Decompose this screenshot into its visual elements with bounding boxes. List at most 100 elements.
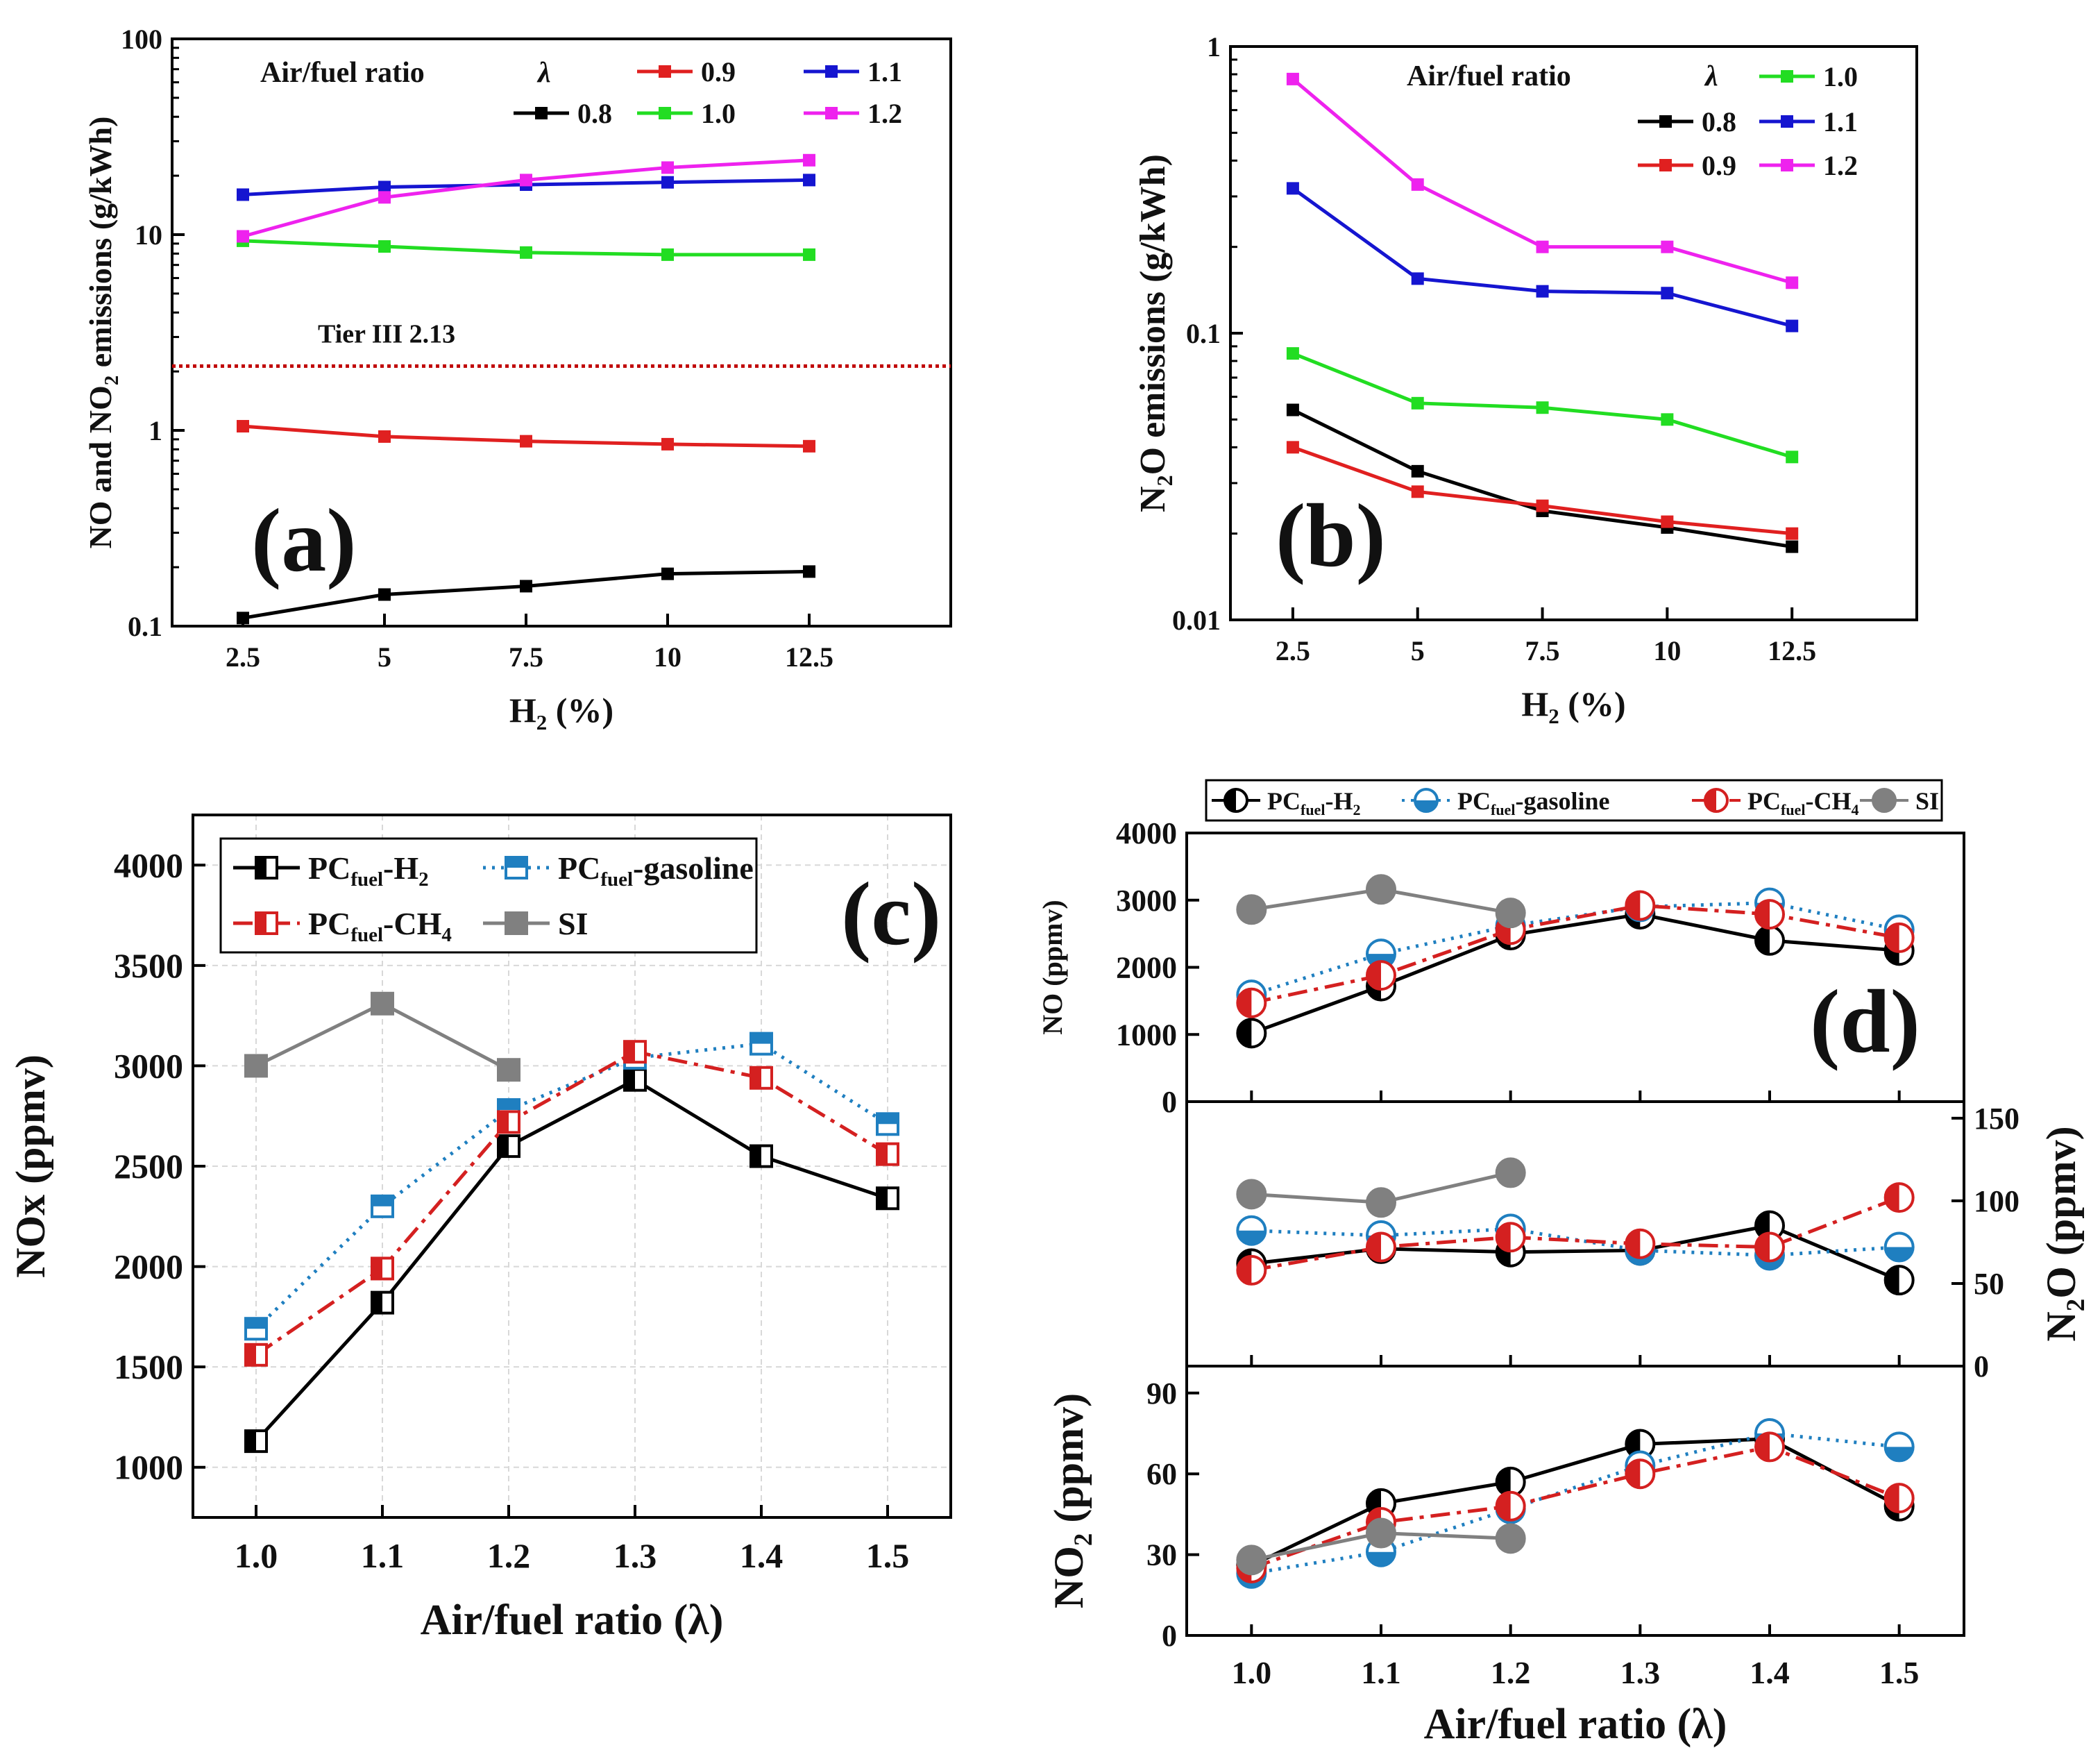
data-point-0.9: [1786, 527, 1799, 540]
marker-fill: [625, 1041, 635, 1063]
y-tick-label: 0.1: [128, 611, 162, 642]
y-tick-label: 50: [1974, 1267, 2004, 1301]
marker-fill: [1626, 891, 1641, 920]
marker-fill: [1756, 1233, 1770, 1261]
legend-label: SI: [1915, 787, 1939, 815]
marker-fill: [1367, 961, 1381, 990]
data-point-1.1: [1286, 182, 1299, 195]
y-tick-label: 150: [1974, 1102, 2019, 1136]
x-axis-title: Air/fuel ratio (λ): [421, 1597, 724, 1644]
marker-fill: [1367, 1519, 1395, 1547]
marker-fill: [372, 993, 393, 1014]
marker-fill: [751, 1067, 761, 1088]
data-point-1.2: [1786, 276, 1799, 289]
marker-fill: [1367, 1233, 1381, 1261]
y-tick-label: 3000: [1116, 884, 1177, 918]
panel-label: (a): [251, 491, 357, 591]
data-point-1.2: [1536, 240, 1549, 253]
plot-frame: [1185, 1100, 1965, 1367]
data-point-0.9: [661, 437, 674, 451]
y-tick-label: 3000: [114, 1046, 183, 1085]
x-tick-label: 1.2: [487, 1536, 531, 1575]
data-point-1.1: [237, 188, 249, 201]
marker-fill: [877, 1188, 888, 1209]
data-point-0.8: [237, 612, 249, 625]
marker-fill: [1885, 1484, 1899, 1513]
y-tick-label: 30: [1146, 1538, 1177, 1572]
y-tick-label: 1500: [114, 1347, 183, 1386]
legend-label: PCfuel-gasoline: [1457, 787, 1609, 818]
legend-marker: [1781, 70, 1793, 83]
y-tick-label: 2000: [114, 1247, 183, 1286]
series-line-PCfuel-CH4: [1251, 903, 1900, 1005]
data-point-0.9: [520, 435, 532, 448]
plot-frame: [171, 37, 952, 628]
marker-fill: [372, 1258, 382, 1279]
series-line-1.2: [242, 158, 810, 238]
marker-fill: [1225, 789, 1236, 811]
legend: PCfuel-H2 PCfuel-gasoline PCfuel-CH4 SI: [1205, 779, 1943, 822]
data-point-1.0: [1661, 413, 1674, 426]
y-axis-title: N2O emissions (g/kWh): [1133, 154, 1177, 512]
marker-fill: [1756, 900, 1770, 929]
legend-item-1.2: 1.2: [804, 98, 902, 129]
marker-fill: [1885, 1247, 1913, 1261]
data-point-1.2: [1661, 240, 1674, 253]
legend-label: PCfuel-gasoline: [558, 850, 754, 891]
y-tick-label: 0: [1162, 1085, 1177, 1119]
data-point-1.0: [803, 248, 815, 261]
data-point-1.0: [378, 240, 391, 253]
series-line-PCfuel-H2: [1251, 1223, 1900, 1282]
y-tick-label: 4000: [114, 845, 183, 884]
data-point-1.2: [661, 161, 674, 174]
marker-fill: [1885, 1447, 1913, 1461]
series-line-PCfuel-gasoline: [1251, 1431, 1899, 1576]
panel-label: (d): [1810, 972, 1920, 1072]
marker-fill: [372, 1292, 382, 1313]
marker-fill: [1237, 1180, 1266, 1209]
legend-item-1.0: 1.0: [637, 98, 736, 129]
legend-item-1.1: 1.1: [804, 56, 902, 87]
marker-fill: [1496, 1492, 1511, 1520]
data-point-1.1: [803, 174, 815, 187]
marker-fill: [1705, 789, 1716, 811]
marker-fill: [625, 1069, 635, 1091]
subplot-no: 0 1000 2000 3000 4000 NO (ppmv): [1037, 816, 1965, 1119]
reference-line-label: Tier III 2.13: [318, 319, 455, 348]
data-point-0.8: [803, 565, 815, 578]
marker-fill: [1885, 923, 1899, 952]
marker-fill: [498, 1111, 509, 1133]
data-point-1.0: [661, 248, 674, 261]
marker-fill: [1367, 875, 1395, 904]
legend-label: 0.9: [1702, 150, 1736, 181]
legend: PCfuel-H2 PCfuel-gasoline PCfuel-CH4 SI: [219, 837, 758, 954]
data-point-1.2: [378, 191, 391, 204]
data-point-1.1: [378, 180, 391, 194]
marker-fill: [1496, 1223, 1511, 1252]
y-tick-label: 60: [1146, 1457, 1177, 1491]
y-tick-label: 1: [149, 415, 162, 446]
marker-fill: [246, 1431, 256, 1452]
marker-fill: [1873, 789, 1895, 811]
legend-label: 1.0: [1823, 61, 1858, 92]
data-point-1.2: [237, 230, 249, 243]
series-line-PCfuel-CH4: [1251, 1445, 1900, 1570]
legend-label: 0.8: [1702, 106, 1736, 137]
x-tick-label: 12.5: [785, 641, 833, 673]
legend-symbol: λ: [1704, 60, 1718, 92]
x-tick-label: 10: [1653, 635, 1681, 666]
panel-a: 0.1 1 10 100 2.5 5 7.5 10 12.5 Tier III 2.13 Air/f…: [83, 24, 952, 734]
legend-item: SI: [483, 906, 588, 941]
y-tick-label: 2500: [114, 1147, 183, 1186]
x-axis-title: H2 (%): [509, 691, 613, 734]
y-tick-label: 90: [1146, 1377, 1177, 1411]
legend-item: PCfuel-H2: [1212, 787, 1360, 818]
legend-marker: [1781, 115, 1793, 128]
marker-fill: [498, 1059, 519, 1081]
y-axis-title: NO and NO2 emissions (g/kWh): [83, 117, 123, 549]
legend-marker: [659, 65, 671, 78]
marker-fill: [1237, 1256, 1252, 1284]
y-tick-label: 0: [1974, 1349, 1989, 1383]
data-point-0.8: [661, 567, 674, 580]
